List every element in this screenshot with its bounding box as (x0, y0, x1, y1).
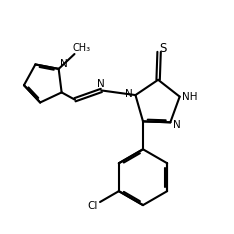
Text: N: N (173, 121, 181, 130)
Text: CH₃: CH₃ (72, 43, 90, 53)
Text: N: N (60, 59, 68, 69)
Text: N: N (98, 79, 105, 89)
Text: N: N (125, 88, 132, 99)
Text: Cl: Cl (87, 201, 98, 211)
Text: S: S (159, 42, 167, 55)
Text: NH: NH (182, 92, 197, 102)
